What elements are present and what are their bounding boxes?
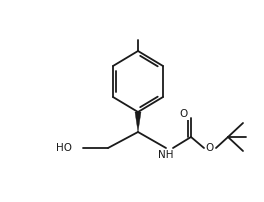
Text: O: O	[180, 109, 188, 119]
Text: HO: HO	[56, 143, 72, 153]
Text: O: O	[206, 143, 214, 153]
Polygon shape	[135, 112, 141, 132]
Text: NH: NH	[158, 150, 174, 160]
